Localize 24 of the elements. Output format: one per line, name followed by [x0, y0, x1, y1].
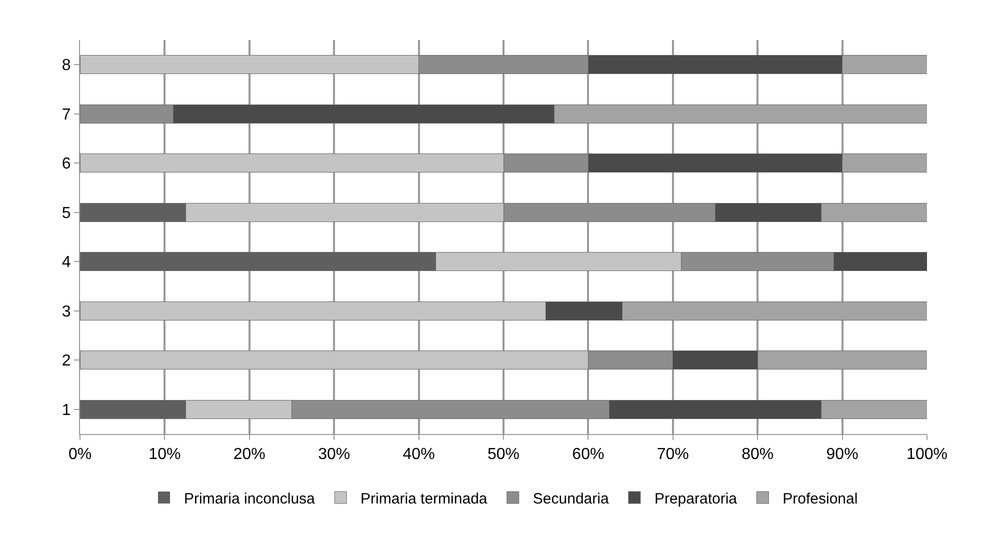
- x-tick-label: 90%: [826, 446, 858, 464]
- y-tick-label: 3: [62, 303, 71, 320]
- y-tick-label: 8: [62, 57, 71, 74]
- x-tick-label: 20%: [233, 446, 266, 464]
- x-tick-label: 60%: [572, 446, 604, 464]
- x-tick-label: 40%: [402, 446, 435, 464]
- x-tick-label: 50%: [487, 446, 520, 464]
- y-tick-label: 2: [62, 352, 71, 370]
- legend-label: Secundaria: [532, 490, 610, 508]
- x-tick-label: 30%: [318, 446, 350, 464]
- legend-label: Preparatoria: [654, 490, 738, 508]
- y-tick-label: 5: [62, 204, 71, 222]
- y-tick-label: 1: [62, 402, 71, 419]
- y-tick-label: 6: [62, 156, 71, 173]
- x-tick-label: 70%: [656, 446, 689, 464]
- y-tick-label: 7: [62, 106, 71, 124]
- x-tick-label: 100%: [906, 446, 948, 464]
- x-tick-label: 0%: [68, 446, 92, 464]
- x-tick-label: 80%: [742, 446, 774, 464]
- legend-label: Primaria terminada: [360, 490, 488, 508]
- x-tick-label: 10%: [148, 446, 181, 464]
- legend-label: Profesional: [782, 490, 858, 508]
- y-tick-label: 4: [62, 254, 71, 272]
- legend-label: Primaria inconclusa: [184, 490, 316, 508]
